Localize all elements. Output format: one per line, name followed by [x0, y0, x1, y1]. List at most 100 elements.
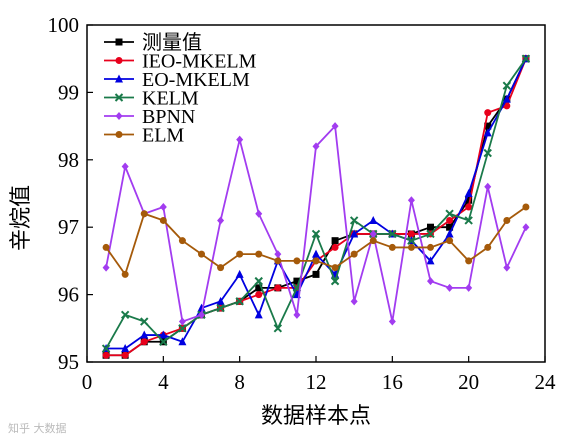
data-point — [502, 81, 512, 90]
data-point — [197, 303, 206, 312]
data-point — [483, 128, 492, 137]
data-point — [255, 209, 263, 218]
data-point — [521, 54, 531, 63]
data-point — [254, 276, 263, 286]
series-3 — [101, 54, 531, 353]
data-point — [330, 276, 340, 286]
data-point — [293, 257, 301, 265]
data-point — [102, 351, 110, 359]
legend-marker — [115, 131, 123, 138]
data-point — [102, 243, 110, 251]
data-point — [216, 303, 225, 313]
y-axis-title: 辛烷值 — [9, 185, 34, 251]
data-point — [217, 216, 225, 225]
x-tick-label: 12 — [306, 370, 327, 394]
data-point — [159, 202, 167, 211]
data-point — [235, 297, 244, 306]
data-point — [255, 284, 263, 292]
data-point — [465, 203, 473, 211]
legend-label: EO-MKELM — [142, 69, 250, 91]
x-axis-title: 数据样本点 — [261, 404, 371, 429]
data-point — [446, 237, 454, 245]
data-point — [101, 344, 111, 353]
data-point — [427, 243, 434, 251]
data-point — [350, 297, 358, 306]
data-point — [484, 122, 492, 130]
data-point — [178, 317, 186, 326]
data-point — [140, 338, 148, 346]
data-point — [331, 243, 339, 251]
data-point — [312, 249, 320, 258]
data-point — [140, 317, 149, 326]
data-point — [178, 324, 187, 333]
legend-label: ELM — [142, 125, 184, 147]
data-point — [483, 148, 492, 158]
data-point — [140, 210, 148, 218]
data-point — [446, 283, 454, 292]
legend-entry: EO-MKELM — [104, 69, 250, 91]
data-point — [312, 270, 320, 278]
data-point — [427, 277, 434, 286]
data-point — [465, 196, 473, 204]
data-point — [331, 264, 339, 272]
data-point — [293, 277, 301, 285]
data-point — [121, 344, 130, 353]
data-point — [217, 264, 225, 272]
data-point — [349, 216, 359, 225]
data-point — [388, 243, 396, 251]
data-point — [274, 284, 282, 292]
legend-entry: 测量值 — [104, 31, 202, 54]
data-point — [426, 256, 435, 265]
data-point — [464, 189, 473, 197]
series-group — [101, 54, 531, 359]
legend-entry: KELM — [104, 88, 199, 110]
data-point — [407, 236, 416, 245]
y-tick-label: 95 — [58, 350, 79, 374]
legend-marker — [115, 57, 123, 64]
data-point — [312, 257, 320, 265]
data-point — [427, 223, 434, 231]
data-point — [274, 257, 282, 265]
data-point — [464, 216, 473, 225]
data-point — [216, 296, 225, 305]
y-tick-label: 96 — [58, 283, 79, 307]
legend-label: IEO-MKELM — [142, 51, 257, 73]
data-point — [121, 270, 129, 278]
data-point — [446, 216, 454, 224]
legend-marker — [114, 93, 124, 102]
data-point — [254, 310, 263, 319]
data-point — [235, 269, 244, 278]
data-point — [502, 94, 511, 103]
data-point — [522, 203, 530, 211]
data-point — [388, 229, 397, 239]
data-point — [484, 182, 492, 191]
data-point — [465, 283, 473, 292]
x-tick-label: 16 — [382, 370, 403, 394]
legend-marker — [115, 74, 123, 83]
data-point — [236, 250, 244, 258]
data-point — [465, 257, 473, 265]
data-point — [503, 102, 511, 110]
data-point — [140, 330, 149, 339]
data-point — [388, 317, 396, 326]
data-point — [445, 229, 454, 238]
series-line — [105, 124, 527, 323]
x-tick-label: 8 — [234, 370, 245, 394]
data-point — [159, 337, 168, 346]
data-point — [159, 216, 167, 224]
data-point — [121, 351, 129, 359]
legend-label: BPNN — [142, 106, 195, 128]
x-tick-label: 0 — [82, 370, 93, 394]
data-point — [331, 122, 339, 131]
y-tick-label: 97 — [58, 215, 79, 239]
data-point — [255, 291, 263, 299]
legend-label: KELM — [142, 88, 199, 110]
y-tick-label: 99 — [58, 80, 79, 104]
data-point — [236, 135, 244, 144]
x-tick-label: 24 — [535, 370, 557, 394]
data-point — [178, 337, 187, 346]
data-point — [178, 237, 186, 245]
x-tick-label: 20 — [458, 370, 479, 394]
